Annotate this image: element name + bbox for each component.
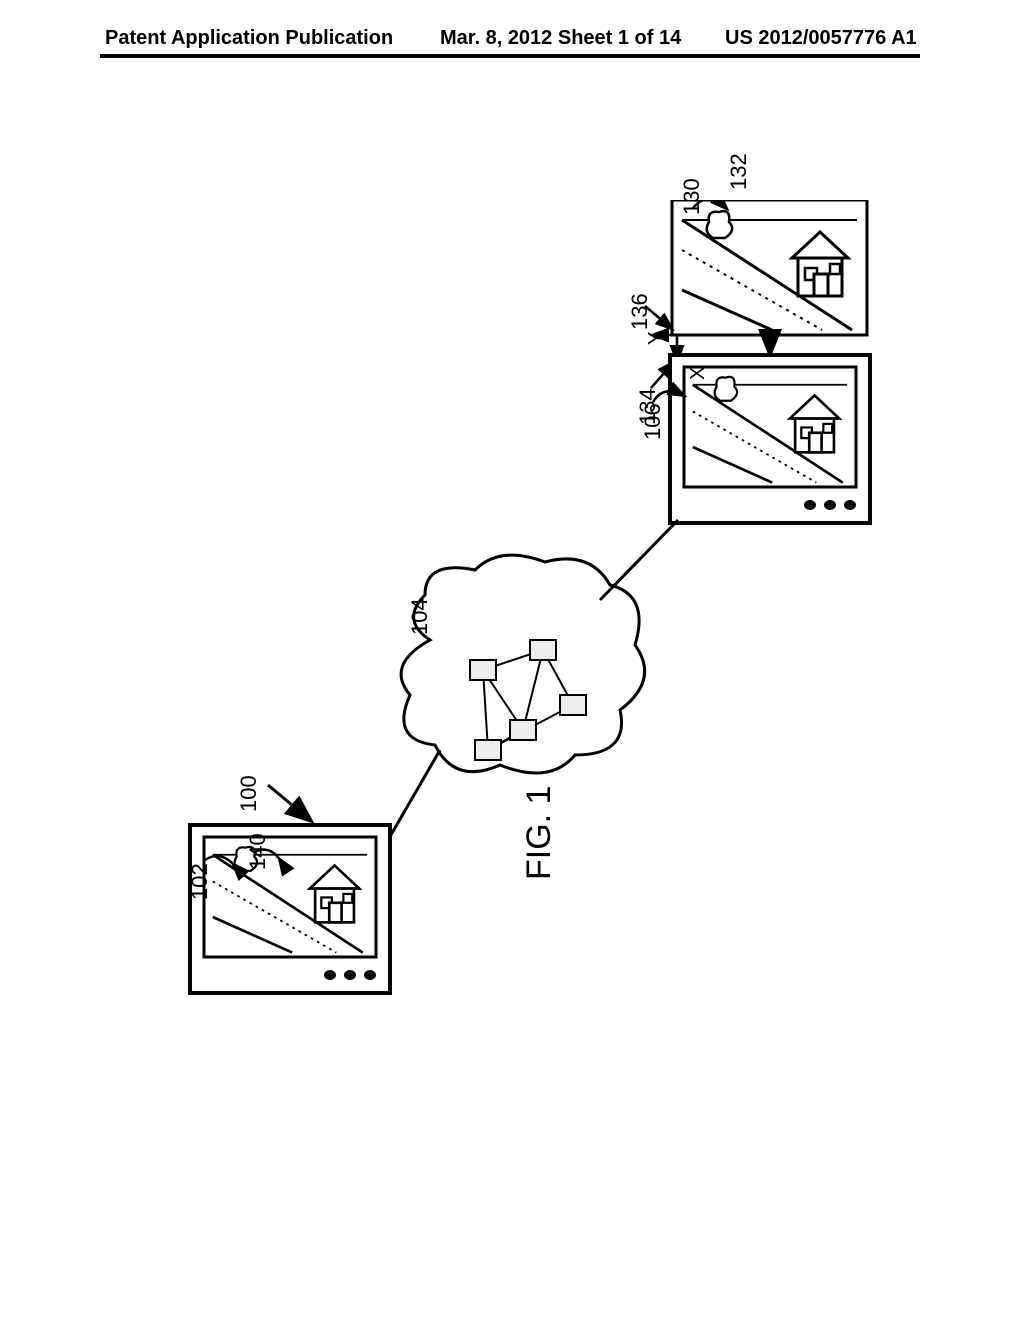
ref-104: 104 [407,598,433,635]
page-header: Patent Application Publication Mar. 8, 2… [0,0,1024,70]
ref-130: 130 [679,178,705,215]
ref-102: 102 [187,863,213,900]
axis-x: X [687,367,710,380]
arrow-100 [268,785,310,820]
ref-132: 132 [726,153,752,190]
tree-icon [707,211,732,238]
cloud-node [510,720,536,740]
header-rule [100,54,920,58]
figure-caption: FIG. 1 [520,786,559,880]
monitor-left [190,825,390,993]
header-left: Patent Application Publication [105,27,393,50]
diagram-canvas [130,200,890,1080]
header-center: Mar. 8, 2012 Sheet 1 of 14 [440,27,681,50]
cloud-node [470,660,496,680]
ref-140: 140 [245,833,271,870]
link-cloud-right [600,520,678,600]
cloud-node [560,695,586,715]
axis-y: Y [645,332,668,345]
cloud-node [530,640,556,660]
cloud-node [475,740,501,760]
monitor-right [670,355,870,523]
cloud-network [401,555,645,773]
figure-1: 100 [130,200,890,1080]
ref-134: 134 [635,388,661,425]
header-right: US 2012/0057776 A1 [725,27,917,50]
ref-136: 136 [627,293,653,330]
link-cloud-left [388,750,440,840]
scene-panel [672,200,867,335]
